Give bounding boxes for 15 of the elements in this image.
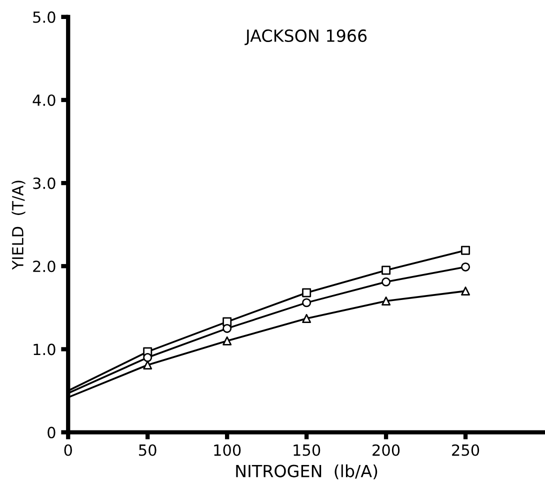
x-tick-label: 200 [372,444,400,456]
y-axis-title: YIELD (T/A) [12,180,26,270]
x-tick-label: 100 [214,444,241,456]
x-axis-title: NITROGEN (lb/A) [236,464,378,480]
text: JACKSON 1966 [244,29,367,46]
y-tick-label: 2.0 [33,260,56,272]
y-tick-label: 3.0 [33,178,56,190]
y-tick-label: 5.0 [33,11,56,23]
y-tick-label: 4.0 [32,94,56,106]
y-tick-label: 1.0 [34,344,56,356]
x-tick-label: 150 [294,444,320,456]
y-tick-label: 0 [48,426,56,438]
x-tick-label: 50 [139,444,156,456]
x-tick-label: 0 [64,444,72,456]
x-tick-label: 250 [452,444,480,456]
